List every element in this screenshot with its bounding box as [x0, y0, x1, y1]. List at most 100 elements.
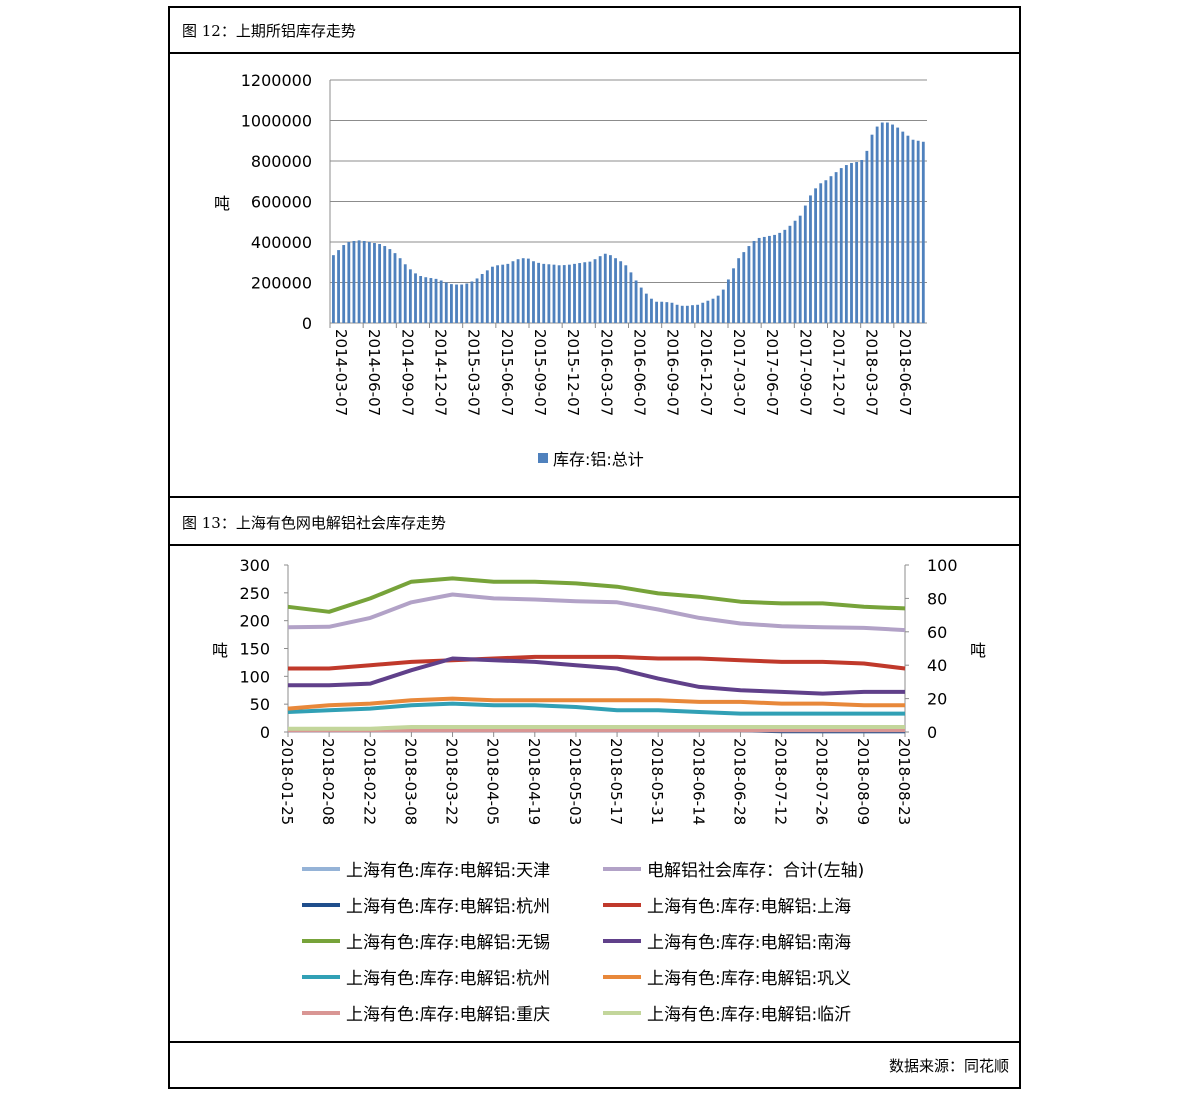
- figure-13-caption: 图 13：上海有色网电解铝社会库存走势: [170, 496, 1019, 546]
- chart2-x-tick-label: 2018-04-19: [525, 738, 543, 825]
- chart1-bar: [834, 172, 838, 323]
- chart1-bar: [819, 183, 823, 323]
- chart2-x-tick-label: 2018-05-31: [648, 738, 666, 825]
- chart1-y-tick-label: 200000: [251, 274, 312, 293]
- chart1-bar: [875, 126, 879, 323]
- chart1-bar: [347, 242, 351, 323]
- chart1-bar: [711, 298, 715, 323]
- chart1-bar: [880, 122, 884, 324]
- chart1-bar: [691, 305, 694, 323]
- chart1-bar: [593, 259, 597, 323]
- chart1-bar: [814, 188, 818, 323]
- chart1-bar: [670, 302, 674, 323]
- chart1-y-tick-label: 800000: [251, 152, 312, 171]
- chart1-bar: [721, 289, 725, 323]
- data-source-note: 数据来源：同花顺: [170, 1041, 1019, 1087]
- chart1-bar: [701, 302, 705, 323]
- chart1-bar: [444, 282, 448, 323]
- chart1-x-tick-label: 2015-09-07: [531, 329, 549, 416]
- chart1-bar: [383, 246, 387, 323]
- chart2-x-tick-label: 2018-05-17: [607, 738, 625, 825]
- chart2-left-tick-label: 150: [239, 640, 270, 659]
- chart2-right-tick-label: 0: [927, 723, 937, 742]
- chart1-bar: [644, 293, 648, 323]
- chart1-bar: [552, 264, 556, 323]
- chart2-x-tick-label: 2018-01-25: [278, 738, 296, 825]
- chart1-bar: [891, 124, 894, 323]
- chart1-bar: [403, 264, 407, 323]
- chart1-bar: [470, 281, 474, 323]
- chart2-right-tick-label: 60: [927, 623, 947, 642]
- chart1-x-tick-label: 2017-03-07: [730, 329, 748, 416]
- chart2-left-axis-label: 吨: [212, 641, 228, 660]
- chart1-bar: [747, 246, 751, 323]
- chart2-series-line: [287, 576, 906, 614]
- chart1-bar: [547, 264, 551, 323]
- chart1-bar: [419, 276, 423, 323]
- chart1-bar: [850, 163, 853, 323]
- chart2-right-tick-label: 100: [927, 556, 958, 575]
- chart1-bar: [773, 234, 776, 323]
- chart1-bar: [752, 240, 756, 323]
- chart1-x-tick-label: 2016-06-07: [631, 329, 649, 416]
- chart2-legend-label: 上海有色:库存:电解铝:杭州: [346, 969, 550, 989]
- chart1-bar: [434, 278, 438, 323]
- chart1-bar: [475, 278, 479, 323]
- chart1-bar: [460, 284, 464, 323]
- chart1-bar: [424, 277, 428, 323]
- chart1-bar: [844, 165, 848, 323]
- chart1-bar: [491, 266, 494, 323]
- chart2-left-tick-label: 100: [239, 667, 270, 686]
- chart1-bar: [860, 159, 864, 323]
- chart1-bar: [516, 259, 520, 323]
- chart2-legend-label: 电解铝社会库存：合计(左轴): [647, 861, 864, 881]
- chart1-bar: [408, 269, 412, 323]
- chart2-x-tick-label: 2018-03-08: [401, 738, 419, 825]
- chart1-y-tick-label: 1200000: [241, 71, 312, 90]
- chart2-x-tick-label: 2018-07-26: [813, 738, 831, 825]
- chart2-x-tick-label: 2018-02-22: [360, 738, 378, 825]
- chart1-bar: [506, 263, 510, 323]
- chart1-bar: [732, 268, 735, 323]
- chart1-bar: [726, 279, 730, 323]
- chart1-bar: [716, 295, 720, 323]
- chart1-x-tick-label: 2014-12-07: [432, 329, 450, 416]
- chart1-x-tick-label: 2014-03-07: [332, 329, 350, 416]
- chart1-bar: [450, 284, 453, 323]
- chart1-bar: [342, 245, 346, 323]
- chart2-x-tick-label: 2018-07-12: [772, 738, 790, 825]
- chart1-y-tick-label: 600000: [251, 193, 312, 212]
- chart1-bar: [660, 301, 664, 323]
- chart1-bar: [526, 258, 530, 323]
- chart1-x-tick-label: 2017-09-07: [796, 329, 814, 416]
- chart2-x-tick-label: 2018-04-05: [484, 738, 502, 825]
- chart2-left-tick-label: 50: [250, 695, 270, 714]
- chart1-bar: [388, 249, 392, 323]
- chart1-bar: [921, 141, 925, 323]
- chart1-bar: [511, 261, 515, 323]
- chart1-bar: [809, 195, 812, 323]
- chart1-bar: [665, 302, 669, 323]
- chart1-bar: [501, 264, 505, 323]
- chart2-legend-label: 上海有色:库存:电解铝:临沂: [647, 1005, 851, 1025]
- figure-12-caption: 图 12：上期所铝库存走势: [170, 8, 1019, 54]
- chart2-legend-label: 上海有色:库存:电解铝:南海: [647, 933, 851, 953]
- chart2-legend-label: 上海有色:库存:电解铝:杭州: [346, 897, 550, 917]
- chart2-series-line: [288, 656, 905, 696]
- chart1-x-tick-label: 2017-12-07: [830, 329, 848, 416]
- chart1-bar: [675, 304, 679, 323]
- chart1-bar: [362, 240, 366, 323]
- chart1-bar: [532, 261, 535, 323]
- chart1-bar: [521, 258, 525, 323]
- chart1-bar: [803, 205, 807, 323]
- chart1-bar: [603, 253, 607, 323]
- chart2-left-tick-label: 200: [239, 612, 270, 631]
- chart1-bar: [557, 265, 561, 323]
- chart1-bar: [352, 240, 356, 323]
- chart1-bar: [624, 265, 628, 323]
- chart1-bar: [337, 250, 340, 323]
- chart1-bar: [598, 256, 602, 323]
- chart2-legend-label: 上海有色:库存:电解铝:上海: [647, 897, 851, 917]
- chart1-bar: [496, 265, 499, 323]
- chart1-bar: [696, 304, 700, 323]
